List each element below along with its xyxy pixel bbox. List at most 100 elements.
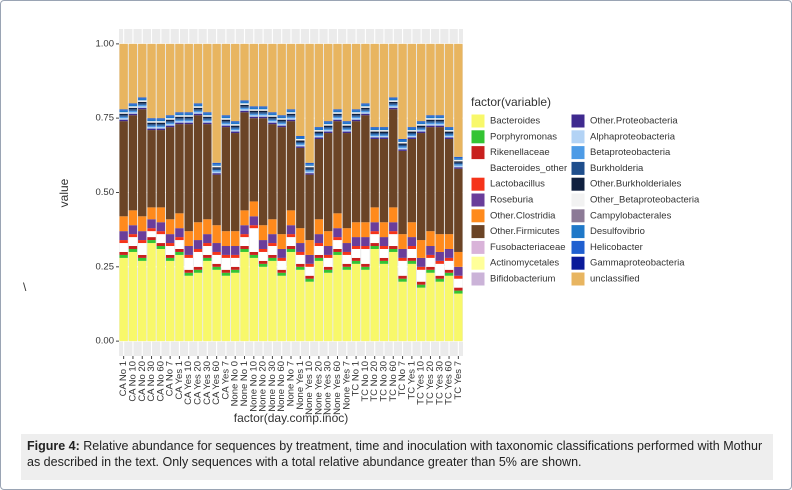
bar-segment xyxy=(416,130,426,132)
bar-segment xyxy=(407,131,417,134)
legend-label: Campylobacterales xyxy=(590,210,672,221)
bar-segment xyxy=(128,246,138,249)
bar-segment xyxy=(138,107,147,110)
bar-segment xyxy=(165,119,175,122)
bar-segment xyxy=(444,137,454,139)
x-tick-label: None Yes 1 xyxy=(295,361,306,410)
bar-segment xyxy=(165,234,175,244)
bar-segment xyxy=(138,98,147,101)
bar-segment xyxy=(379,222,389,238)
bar-segment xyxy=(435,122,444,125)
bar-segment xyxy=(407,130,417,132)
bar-segment xyxy=(203,254,212,258)
bar-segment xyxy=(184,43,193,113)
bar-segment xyxy=(351,112,361,114)
bar-segment xyxy=(389,97,398,99)
bar-segment xyxy=(184,118,193,120)
bar-segment xyxy=(258,260,268,264)
bar-segment xyxy=(444,43,454,128)
bar-segment xyxy=(296,146,305,148)
bar-segment xyxy=(444,127,454,129)
x-tick-label: None No 10 xyxy=(248,361,259,412)
bar-segment xyxy=(231,254,240,258)
bar-segment xyxy=(314,127,324,129)
bar-segment xyxy=(296,140,305,142)
bar-segment xyxy=(286,248,296,252)
bar-segment xyxy=(426,122,435,125)
bar-segment xyxy=(193,106,203,108)
stray-text: \ xyxy=(23,280,27,294)
legend-swatch xyxy=(570,192,586,208)
bar-segment xyxy=(333,248,342,252)
bar-segment xyxy=(240,237,249,247)
bar-segment xyxy=(277,118,286,120)
bar-segment xyxy=(333,43,342,110)
legend-label: Porphyromonas xyxy=(490,131,557,142)
bar-segment xyxy=(314,136,324,138)
legend-label: Other.Firmicutes xyxy=(490,226,560,237)
legend-swatch xyxy=(470,176,486,192)
legend-label: Actinomycetales xyxy=(490,258,559,269)
legend-swatch xyxy=(570,224,586,240)
x-tick-label: TC No 10 xyxy=(360,361,371,402)
legend-label: Lactobacillus xyxy=(490,179,545,190)
bar-segment xyxy=(184,124,193,232)
legend-swatch xyxy=(570,145,586,161)
bar-segment xyxy=(416,125,426,128)
x-tick-label: None No 7 xyxy=(286,361,297,406)
bar-segment xyxy=(389,106,398,108)
bar-segment xyxy=(212,243,221,252)
bar-segment xyxy=(221,119,231,122)
bar-segment xyxy=(277,122,286,125)
bar-segment xyxy=(351,121,361,223)
x-tick-label: CA No 20 xyxy=(137,361,148,402)
bar-segment xyxy=(221,43,231,116)
bar-segment xyxy=(203,112,212,114)
bar-segment xyxy=(128,107,138,110)
bar-segment xyxy=(370,43,379,128)
bar-segment xyxy=(435,115,444,117)
bar-segment xyxy=(314,243,324,247)
bar-segment xyxy=(361,110,370,113)
x-tick-label: TC Yes 60 xyxy=(444,361,455,405)
legend-swatch xyxy=(570,239,586,255)
bar-segment xyxy=(165,127,175,220)
bar-segment xyxy=(416,284,426,288)
bar-segment xyxy=(361,107,370,110)
bar-segment xyxy=(175,240,184,249)
bar-segment xyxy=(156,222,166,232)
bar-segment xyxy=(370,243,379,247)
bar-segment xyxy=(249,112,258,114)
bar-segment xyxy=(342,128,351,131)
bar-segment xyxy=(314,257,324,261)
bar-segment xyxy=(221,121,231,123)
bar-segment xyxy=(156,43,166,119)
bar-segment xyxy=(305,281,314,342)
legend-swatch xyxy=(570,255,586,271)
bar-segment xyxy=(277,116,286,119)
bar-segment xyxy=(286,112,296,114)
y-tick-label: 0.00 xyxy=(96,336,115,347)
bar-segment xyxy=(203,119,212,122)
bar-segment xyxy=(305,168,314,171)
bar-segment xyxy=(231,43,240,122)
bar-segment xyxy=(203,234,212,244)
bar-segment xyxy=(221,122,231,125)
bar-segment xyxy=(240,109,249,111)
bar-segment xyxy=(203,246,212,255)
y-tick-label: 0.50 xyxy=(96,187,115,198)
legend-label: Other_Betaproteobacteria xyxy=(590,195,700,206)
bar-segment xyxy=(212,165,221,168)
bar-segment xyxy=(454,266,463,276)
bar-segment xyxy=(212,266,221,270)
bar-segment xyxy=(342,43,351,122)
bar-segment xyxy=(175,118,184,120)
bar-segment xyxy=(314,254,324,258)
legend-label: Helicobacter xyxy=(590,242,643,253)
legend-label: Roseburia xyxy=(490,195,534,206)
bar-segment xyxy=(351,222,361,238)
bar-segment xyxy=(305,266,314,276)
bar-segment xyxy=(258,109,268,111)
bar-segment xyxy=(435,43,444,116)
bar-segment xyxy=(184,254,193,258)
